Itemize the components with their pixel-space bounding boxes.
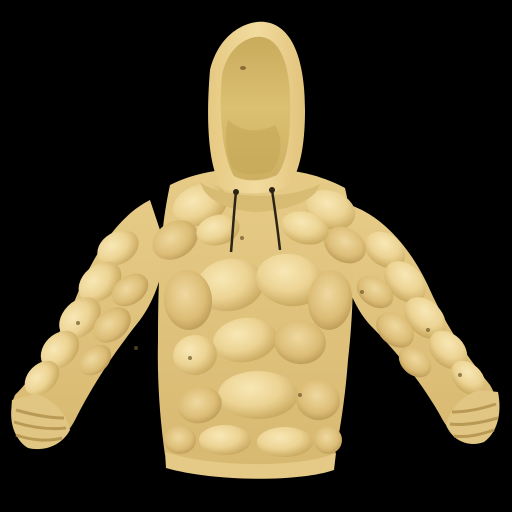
left-cuff — [11, 394, 70, 450]
hem — [165, 452, 336, 479]
specks — [76, 236, 462, 397]
right-sleeve — [342, 205, 498, 442]
left-sleeve — [11, 200, 165, 447]
drawstrings — [229, 187, 282, 253]
right-drawstring — [270, 189, 282, 251]
torso-texture — [152, 183, 366, 457]
collar — [200, 182, 320, 212]
hood-mark — [240, 66, 246, 70]
right-cuff — [446, 390, 500, 445]
left-drawstring — [229, 191, 238, 253]
